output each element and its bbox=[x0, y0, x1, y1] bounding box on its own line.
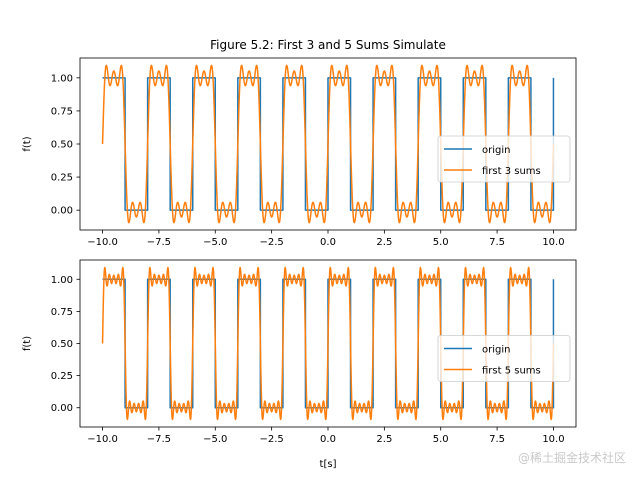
x-tick-label: 10.0 bbox=[542, 434, 564, 445]
figure-title: Figure 5.2: First 3 and 5 Sums Simulate bbox=[210, 38, 446, 52]
legend: origin first 3 sums bbox=[437, 135, 571, 183]
y-tick-label: 0.75 bbox=[51, 106, 73, 117]
subplot-bottom: −10.0 −7.5 −5.0 −2.5 0.0 2.5 5.0 7.5 10.0 0.00 0.2… bbox=[22, 259, 577, 470]
legend-label-first-5-sums: first 5 sums bbox=[482, 366, 541, 377]
series-line-first-3-sums bbox=[101, 64, 555, 224]
x-axis-label: t[s] bbox=[320, 459, 337, 470]
legend: origin first 5 sums bbox=[437, 335, 571, 382]
x-tick-label: 0.0 bbox=[320, 237, 336, 248]
y-tick-label: 0.25 bbox=[51, 173, 73, 184]
x-tick-label: 5.0 bbox=[433, 237, 449, 248]
y-tick-label: 0.00 bbox=[51, 206, 73, 217]
y-tick-label: 0.00 bbox=[51, 403, 73, 414]
x-tick-label: −2.5 bbox=[259, 434, 283, 445]
x-tick-label: −10.0 bbox=[87, 434, 118, 445]
x-tick-label: 2.5 bbox=[376, 237, 392, 248]
x-tick-label: −2.5 bbox=[259, 237, 283, 248]
y-axis-label: f(t) bbox=[22, 136, 33, 151]
y-tick-label: 1.00 bbox=[51, 73, 73, 84]
legend-label-first-3-sums: first 3 sums bbox=[482, 166, 541, 177]
x-tick-label: −5.0 bbox=[203, 434, 227, 445]
y-tick-label: 0.50 bbox=[51, 140, 73, 151]
y-tick-label: 0.75 bbox=[51, 307, 73, 318]
y-axis-label: f(t) bbox=[22, 336, 33, 351]
subplot-top: −10.0 −7.5 −5.0 −2.5 0.0 2.5 5.0 7.5 10.0 0.00 0.2… bbox=[22, 57, 577, 248]
x-tick-label: −5.0 bbox=[203, 237, 227, 248]
legend-label-origin: origin bbox=[482, 345, 510, 356]
legend-label-origin: origin bbox=[482, 145, 510, 156]
y-tick-label: 0.50 bbox=[51, 339, 73, 350]
x-tick-label: −10.0 bbox=[87, 237, 118, 248]
x-tick-label: 7.5 bbox=[489, 434, 505, 445]
x-tick-label: 7.5 bbox=[489, 237, 505, 248]
x-tick-label: 2.5 bbox=[376, 434, 392, 445]
x-tick-label: 0.0 bbox=[320, 434, 336, 445]
x-tick-label: 10.0 bbox=[542, 237, 564, 248]
watermark: @稀土掘金技术社区 bbox=[517, 451, 626, 465]
series-line-first-5-sums bbox=[101, 266, 555, 421]
x-tick-label: −7.5 bbox=[147, 434, 171, 445]
y-tick-label: 0.25 bbox=[51, 371, 73, 382]
y-tick-label: 1.00 bbox=[51, 275, 73, 286]
x-tick-label: −7.5 bbox=[147, 237, 171, 248]
x-tick-label: 5.0 bbox=[433, 434, 449, 445]
